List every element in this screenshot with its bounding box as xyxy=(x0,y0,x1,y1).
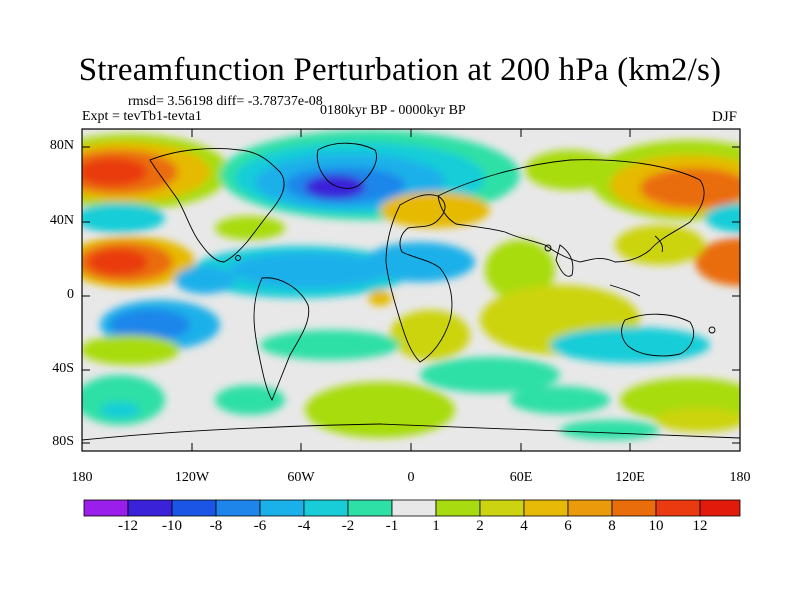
colorbar-box xyxy=(215,499,261,517)
colorbar-box xyxy=(259,499,305,517)
colorbar-label: 8 xyxy=(608,518,616,534)
colorbar-label: -12 xyxy=(118,518,138,534)
colorbar-box xyxy=(127,499,173,517)
colorbar-box xyxy=(523,499,569,517)
coastlines xyxy=(82,142,740,441)
colorbar-box xyxy=(699,499,741,517)
lat-label: 80S xyxy=(52,434,74,449)
colorbar-box xyxy=(611,499,657,517)
lat-label: 40N xyxy=(49,213,74,228)
contour-field xyxy=(82,129,740,451)
colorbar-label: -8 xyxy=(209,518,223,534)
colorbar-label: -1 xyxy=(385,518,399,534)
lon-label: 180 xyxy=(71,470,93,485)
colorbar-label: -4 xyxy=(297,518,311,534)
colorbar-box xyxy=(435,499,481,517)
lon-label: 60W xyxy=(287,470,315,485)
colorbar-label: -6 xyxy=(253,518,267,534)
colorbar-box xyxy=(391,499,437,517)
lat-label: 40S xyxy=(52,361,74,376)
colorbar-label: 4 xyxy=(520,518,528,534)
colorbar-box xyxy=(171,499,217,517)
colorbar-label: -2 xyxy=(341,518,355,534)
colorbar-label: 6 xyxy=(564,518,572,534)
axis-ticks xyxy=(82,129,740,451)
lon-label: 120E xyxy=(615,470,645,485)
colorbar-box xyxy=(347,499,393,517)
colorbar-box xyxy=(303,499,349,517)
season-label: DJF xyxy=(712,109,738,125)
lon-label: 180 xyxy=(729,470,751,485)
lon-label: 0 xyxy=(407,470,415,485)
plot-title: Streamfunction Perturbation at 200 hPa (… xyxy=(78,52,722,88)
lat-label: 80N xyxy=(49,138,74,153)
colorbar-label: 1 xyxy=(432,518,440,534)
colorbar-label: -10 xyxy=(162,518,182,534)
colorbar-box xyxy=(567,499,613,517)
colorbar-box xyxy=(479,499,525,517)
lat-label: 0 xyxy=(67,287,74,302)
colorbar-label: 12 xyxy=(692,518,708,534)
colorbar xyxy=(83,499,741,517)
lon-label: 60E xyxy=(509,470,533,485)
experiment-label: Expt = tevTb1-tevta1 xyxy=(82,109,202,124)
colorbar-box xyxy=(655,499,701,517)
period-label: 0180kyr BP - 0000kyr BP xyxy=(320,103,466,118)
colorbar-box xyxy=(83,499,129,517)
lon-label: 120W xyxy=(174,470,210,485)
colorbar-label: 2 xyxy=(476,518,484,534)
stats-line: rmsd= 3.56198 diff= -3.78737e-08 xyxy=(128,94,323,109)
colorbar-label: 10 xyxy=(648,518,664,534)
